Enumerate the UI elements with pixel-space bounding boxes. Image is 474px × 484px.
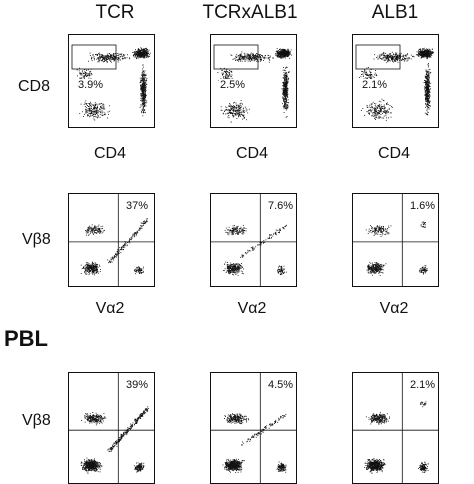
x-axis-label-cd4: CD4 [212,145,292,163]
percent-label: 1.6% [409,200,436,212]
plot-row2-col1: 37% [68,193,155,287]
plot-row3-col1: 39% [68,372,155,484]
row-label-vb8-pbl: Vβ8 [22,412,51,430]
column-title-tcr: TCR [45,2,185,24]
x-axis-label-va2: Vα2 [354,300,434,318]
plot-row1-col2: 2.5% [210,34,297,128]
plot-row1-col3: 2.1% [352,34,439,128]
plot-row3-col2: 4.5% [210,372,297,484]
x-axis-label-cd4: CD4 [70,145,150,163]
plot-row3-col3: 2.1% [352,372,439,484]
plot-row2-col3: 1.6% [352,193,439,287]
x-axis-label-va2: Vα2 [70,300,150,318]
row-label-vb8-thymus: Vβ8 [22,231,51,249]
x-axis-label-va2: Vα2 [212,300,292,318]
percent-label: 37% [125,200,149,212]
plot-row1-col1: 3.9% [68,34,155,128]
row-label-cd8: CD8 [18,78,50,96]
percent-label: 2.1% [361,79,388,91]
percent-label: 2.1% [409,379,436,391]
percent-label: 3.9% [77,79,104,91]
pbl-section-label: PBL [4,326,48,352]
x-axis-label-cd4: CD4 [354,145,434,163]
plot-row2-col2: 7.6% [210,193,297,287]
percent-label: 2.5% [219,79,246,91]
percent-label: 7.6% [267,200,294,212]
percent-label: 4.5% [267,379,294,391]
percent-label: 39% [125,379,149,391]
column-title-alb1: ALB1 [325,2,465,24]
column-title-tcrxalb1: TCRxALB1 [180,2,320,24]
